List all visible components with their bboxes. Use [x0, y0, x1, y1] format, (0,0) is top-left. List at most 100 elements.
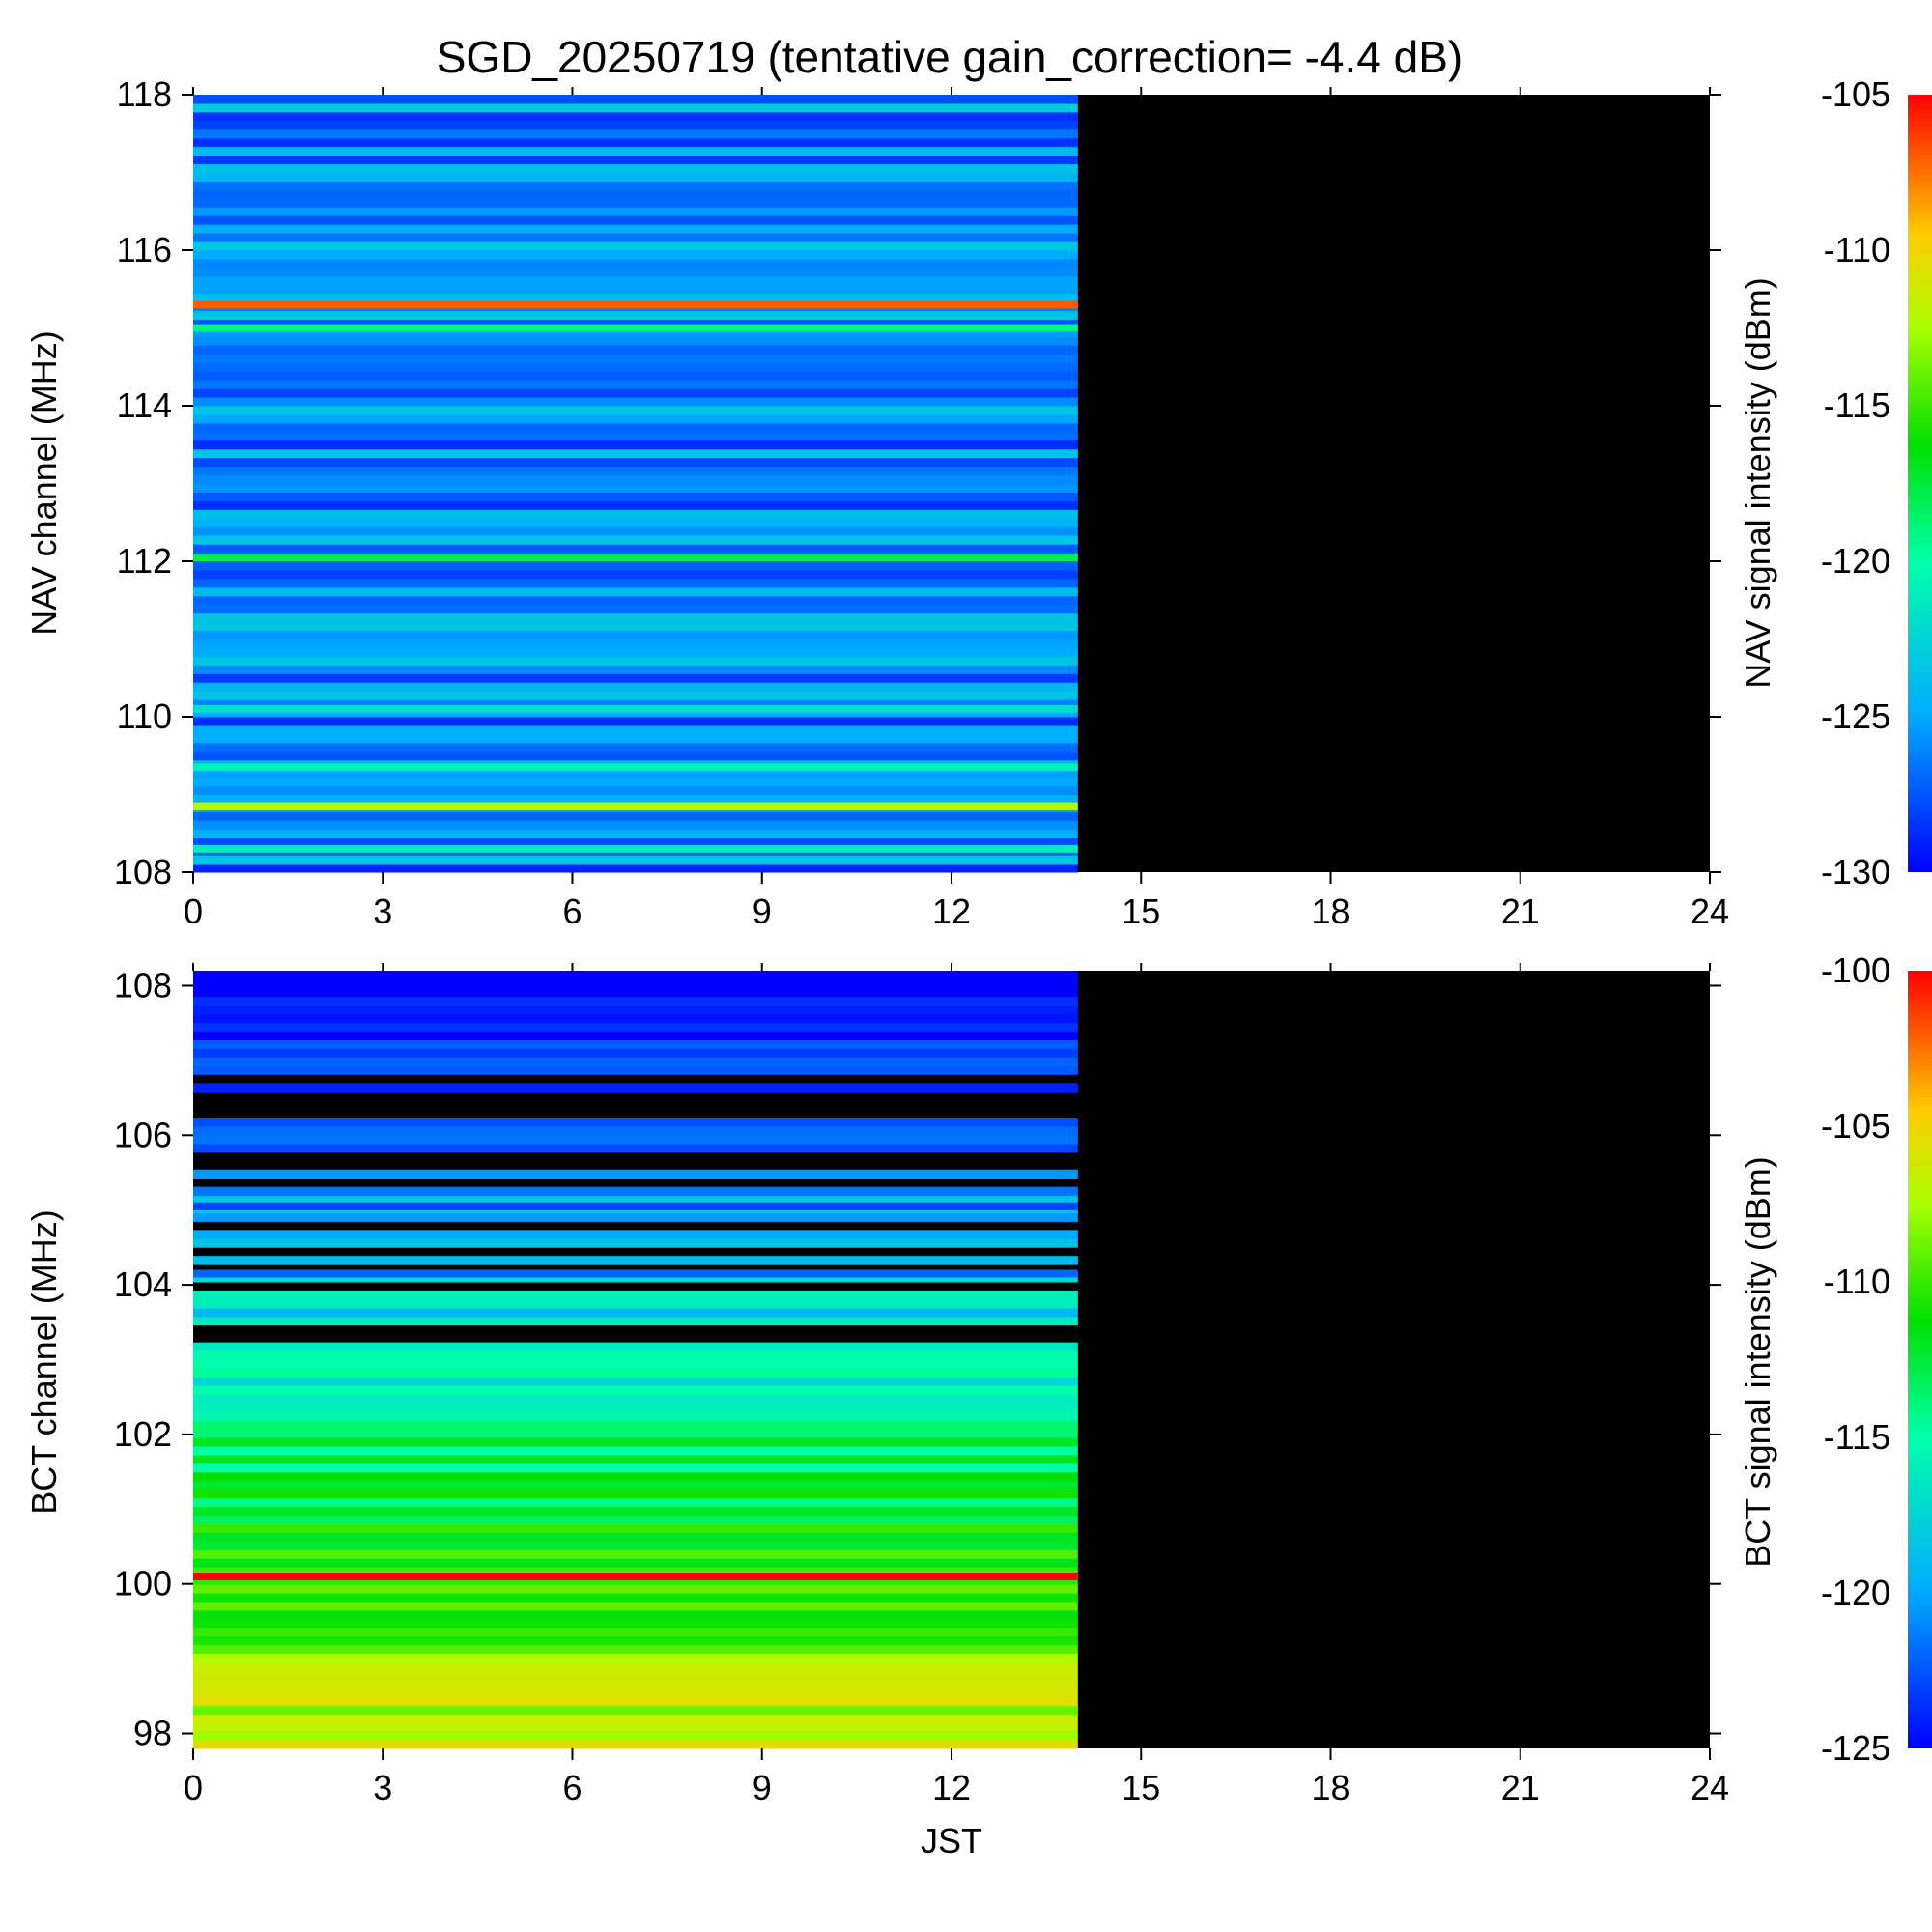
nav-colorbar-ticks: -105 -110 -115 -120 -125 -130: [1821, 74, 1890, 892]
heatmap-row: [193, 1714, 1078, 1723]
heatmap-row: [193, 233, 1078, 242]
heatmap-row: [193, 95, 1078, 104]
heatmap-row: [193, 1065, 1078, 1075]
nav-x-ticks: 0 3 6 9 12 15 18 21 24: [184, 87, 1729, 931]
heatmap-row: [193, 483, 1078, 493]
heatmap-row: [193, 1298, 1078, 1309]
heatmap-row: [193, 1394, 1078, 1404]
heatmap-row: [193, 1722, 1078, 1732]
colorbar-tick-label: -105: [1821, 74, 1890, 114]
x-tick-label: 21: [1501, 1768, 1540, 1807]
heatmap-row: [193, 1350, 1078, 1360]
heatmap-band: [193, 704, 1078, 713]
heatmap-row: [193, 362, 1078, 372]
bct-panel: 98 100 102 104 106 108 0 3 6 9 12 15 18 21 24 BCT cha…: [24, 951, 1932, 1861]
heatmap-row: [193, 1558, 1078, 1568]
heatmap-row: [193, 1013, 1078, 1024]
colorbar-tick-label: -125: [1821, 1728, 1890, 1768]
heatmap-row: [193, 1480, 1078, 1491]
y-tick-label: 98: [133, 1714, 172, 1753]
heatmap-row: [193, 224, 1078, 234]
heatmap-row: [193, 1445, 1078, 1456]
x-tick-label: 9: [753, 892, 772, 931]
heatmap-row: [193, 207, 1078, 216]
heatmap-row: [193, 492, 1078, 501]
y-tick-label: 118: [117, 74, 172, 114]
heatmap-row: [193, 500, 1078, 510]
heatmap-row: [193, 1048, 1078, 1058]
x-tick-label: 3: [373, 892, 392, 931]
heatmap-row: [193, 215, 1078, 225]
x-tick-label: 3: [373, 1768, 392, 1807]
heatmap-row: [193, 111, 1078, 122]
heatmap-row: [193, 448, 1078, 459]
heatmap-row: [193, 535, 1078, 545]
heatmap-band: [193, 300, 1078, 309]
y-tick-label: 110: [117, 696, 172, 736]
heatmap-row: [193, 128, 1078, 139]
heatmap-row: [193, 785, 1078, 795]
heatmap-row: [193, 1497, 1078, 1508]
heatmap-row: [193, 163, 1078, 173]
heatmap-row: [193, 864, 1078, 873]
heatmap-row: [193, 1057, 1078, 1066]
heatmap-row: [193, 1463, 1078, 1473]
heatmap-row: [193, 242, 1078, 251]
heatmap-row: [193, 768, 1078, 779]
heatmap-row: [193, 1134, 1078, 1145]
heatmap-row: [193, 345, 1078, 355]
heatmap-row: [193, 137, 1078, 148]
heatmap-row: [193, 1290, 1078, 1300]
heatmap-row: [193, 397, 1078, 407]
heatmap-row: [193, 811, 1078, 821]
heatmap-row: [193, 1169, 1078, 1179]
heatmap-row: [193, 1471, 1078, 1482]
heatmap-row: [193, 1031, 1078, 1041]
heatmap-row: [193, 250, 1078, 260]
heatmap-row: [193, 1489, 1078, 1499]
heatmap-row: [193, 1022, 1078, 1033]
heatmap-row: [193, 1411, 1078, 1421]
heatmap-row: [193, 544, 1078, 554]
heatmap-row: [193, 979, 1078, 989]
nav-y-axis-label: NAV channel (MHz): [24, 330, 64, 635]
x-tick-label: 12: [932, 892, 971, 931]
heatmap-row: [193, 561, 1078, 571]
heatmap-row: [193, 1644, 1078, 1655]
heatmap-row: [193, 371, 1078, 381]
heatmap-row: [193, 155, 1078, 165]
heatmap-row: [193, 474, 1078, 484]
heatmap-row: [193, 639, 1078, 648]
heatmap-row: [193, 1688, 1078, 1697]
heatmap-row: [193, 1679, 1078, 1689]
colorbar-tick-label: -115: [1824, 1417, 1890, 1457]
heatmap-row: [193, 699, 1078, 709]
heatmap-band: [193, 844, 1078, 853]
heatmap-row: [193, 569, 1078, 580]
heatmap-row: [193, 996, 1078, 1007]
heatmap-row: [193, 1212, 1078, 1222]
heatmap-row: [193, 838, 1078, 847]
heatmap-row: [193, 630, 1078, 639]
heatmap-row: [193, 987, 1078, 998]
heatmap-row: [193, 1532, 1078, 1542]
bct-colorbar-ticks: -100 -105 -110 -115 -120 -125: [1821, 951, 1890, 1768]
heatmap-row: [193, 181, 1078, 190]
heatmap-row: [193, 336, 1078, 346]
heatmap-row: [193, 656, 1078, 666]
heatmap-row: [193, 1584, 1078, 1594]
bct-y-axis-label: BCT channel (MHz): [24, 1209, 64, 1514]
heatmap-row: [193, 682, 1078, 692]
heatmap-row: [193, 258, 1078, 269]
x-tick-label: 15: [1122, 1768, 1160, 1807]
heatmap-row: [193, 673, 1078, 683]
heatmap-row: [193, 1593, 1078, 1603]
x-tick-label: 12: [932, 1768, 971, 1807]
y-tick-label: 112: [117, 541, 172, 581]
heatmap-row: [193, 146, 1078, 156]
heatmap-row: [193, 319, 1078, 328]
heatmap-row: [193, 422, 1078, 433]
heatmap-row: [193, 327, 1078, 337]
heatmap-row: [193, 354, 1078, 363]
heatmap-row: [193, 310, 1078, 321]
